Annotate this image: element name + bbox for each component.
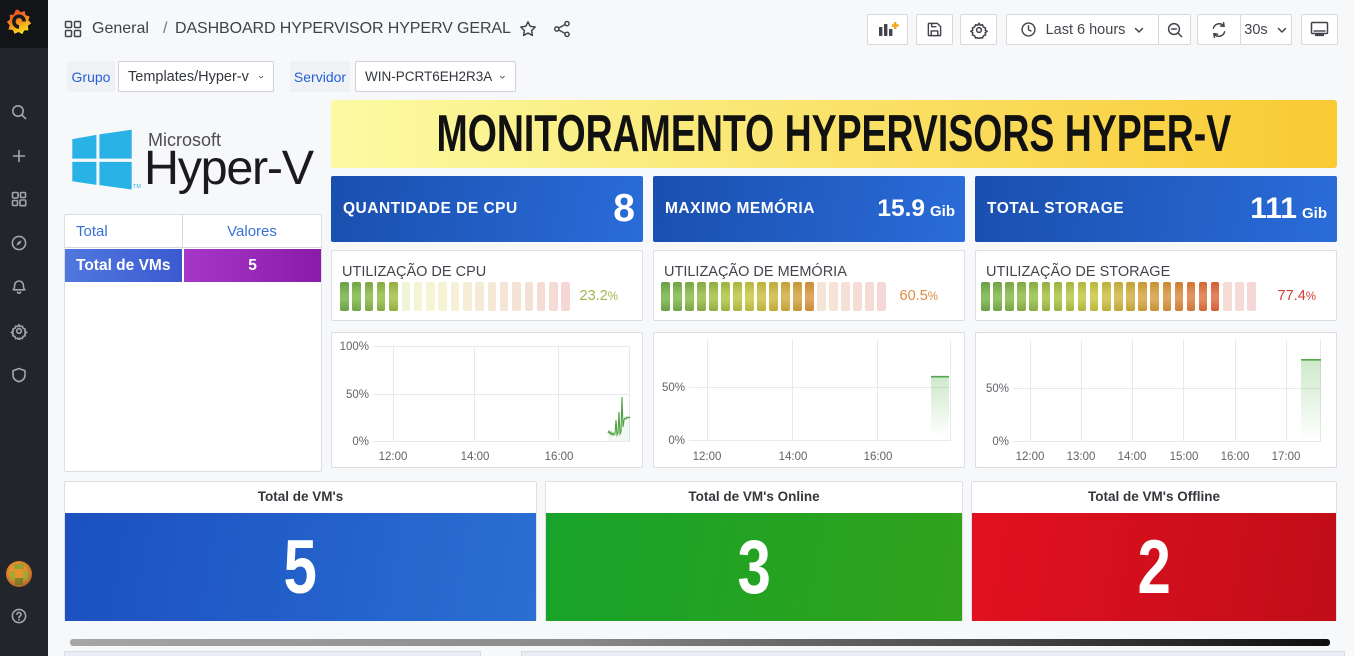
svg-text:0%: 0% (668, 435, 685, 447)
svg-text:100%: 100% (340, 341, 369, 353)
svg-text:50%: 50% (346, 389, 369, 401)
svg-text:12:00: 12:00 (693, 451, 722, 463)
svg-text:0%: 0% (352, 436, 369, 448)
svg-text:0%: 0% (992, 436, 1009, 448)
svg-text:TM: TM (133, 184, 141, 190)
svg-text:50%: 50% (662, 382, 685, 394)
svg-text:14:00: 14:00 (1118, 451, 1147, 463)
svg-text:14:00: 14:00 (779, 451, 808, 463)
svg-text:16:00: 16:00 (1221, 451, 1250, 463)
svg-text:15:00: 15:00 (1170, 451, 1199, 463)
svg-text:17:00: 17:00 (1272, 451, 1301, 463)
svg-text:14:00: 14:00 (461, 451, 490, 463)
svg-text:13:00: 13:00 (1067, 451, 1096, 463)
svg-text:12:00: 12:00 (379, 451, 408, 463)
svg-text:12:00: 12:00 (1016, 451, 1045, 463)
svg-text:50%: 50% (986, 383, 1009, 395)
svg-text:16:00: 16:00 (864, 451, 893, 463)
svg-text:16:00: 16:00 (545, 451, 574, 463)
